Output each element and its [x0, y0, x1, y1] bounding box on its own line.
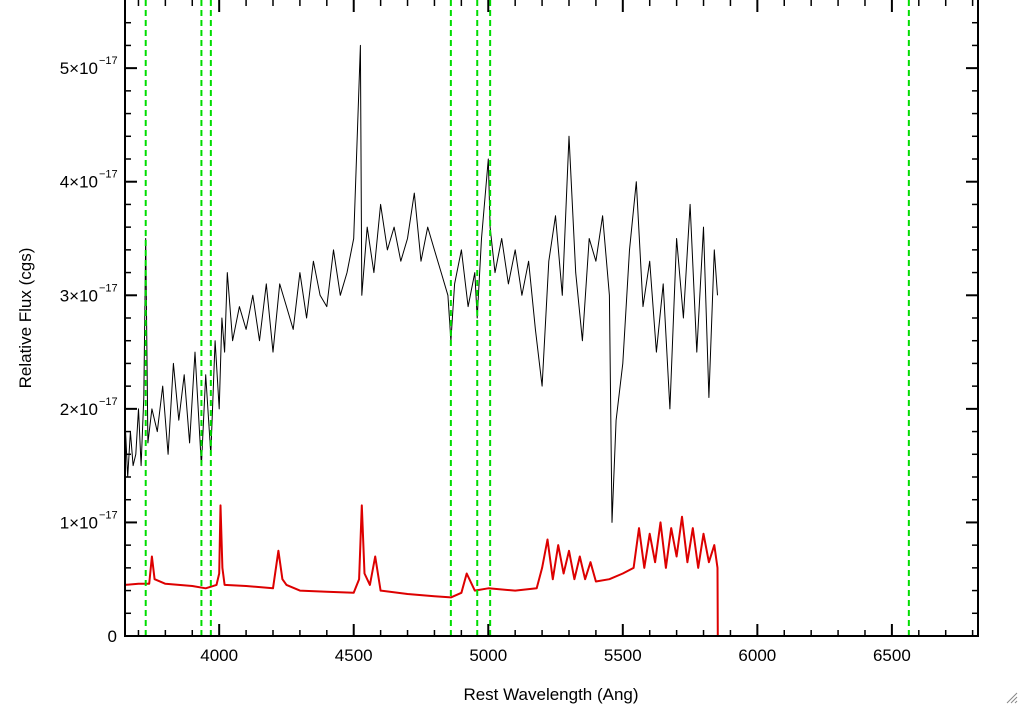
y-axis-title: Relative Flux (cgs): [16, 248, 35, 389]
plot-frame: [124, 0, 979, 637]
spectrum-series-0: [124, 44, 718, 523]
y-tick-label: 2×10: [60, 400, 98, 419]
x-tick-label: 4000: [200, 646, 238, 665]
y-tick-label: 5×10: [60, 59, 98, 78]
y-tick-exponent: −17: [99, 509, 118, 521]
y-tick-exponent: −17: [99, 55, 118, 67]
resize-grip-icon[interactable]: [1004, 690, 1018, 704]
series-layer: [124, 44, 978, 637]
y-tick-exponent: −17: [99, 169, 118, 181]
y-tick-label: 3×10: [60, 286, 98, 305]
y-tick-label: 0: [108, 627, 117, 646]
x-tick-label: 5500: [604, 646, 642, 665]
x-tick-label: 6000: [738, 646, 776, 665]
y-tick-exponent: −17: [99, 396, 118, 408]
x-tick-label: 5000: [469, 646, 507, 665]
y-tick-label: 1×10: [60, 513, 98, 532]
x-axis-ticks: 4000 4500 5000 5500 6000 6500: [137, 0, 974, 665]
y-tick-label: 4×10: [60, 173, 98, 192]
emission-line-markers: [144, 0, 910, 636]
y-axis-ticks: 01×10 −172×10 −173×10 −174×10 −175×10 −17: [60, 21, 978, 646]
x-axis-title: Rest Wavelength (Ang): [463, 685, 638, 704]
y-tick-exponent: −17: [99, 282, 118, 294]
spectrum-series-1: [124, 504, 978, 637]
x-tick-label: 4500: [335, 646, 373, 665]
x-tick-label: 6500: [873, 646, 911, 665]
